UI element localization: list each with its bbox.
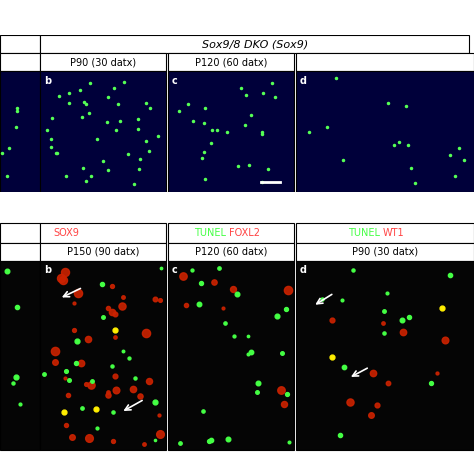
Bar xyxy=(0,35,40,53)
Text: b: b xyxy=(44,76,51,86)
Text: SOX9: SOX9 xyxy=(54,228,80,238)
Text: EL: EL xyxy=(45,228,60,238)
Bar xyxy=(0,0,474,35)
Bar xyxy=(40,71,166,192)
Bar xyxy=(168,243,294,261)
Bar xyxy=(0,223,40,243)
Text: P90 (30 datx): P90 (30 datx) xyxy=(70,57,136,67)
Text: c: c xyxy=(172,76,178,86)
Bar xyxy=(168,261,294,450)
Bar xyxy=(296,261,474,450)
Text: TUNEL: TUNEL xyxy=(193,228,228,238)
Bar xyxy=(0,243,40,261)
Bar xyxy=(168,223,294,243)
Text: TUNEL: TUNEL xyxy=(347,228,383,238)
Bar xyxy=(296,53,474,71)
Text: d: d xyxy=(300,76,307,86)
Bar xyxy=(40,223,166,243)
Text: d: d xyxy=(300,265,307,275)
Bar xyxy=(40,261,166,450)
Text: c: c xyxy=(172,265,178,275)
Bar xyxy=(296,71,474,192)
Text: WT1: WT1 xyxy=(383,228,404,238)
Bar xyxy=(0,53,40,71)
Text: b: b xyxy=(44,265,51,275)
Text: FOXL2: FOXL2 xyxy=(228,228,260,238)
Text: Sox9/8 DKO (Sox9): Sox9/8 DKO (Sox9) xyxy=(201,39,308,49)
Bar xyxy=(40,243,166,261)
Text: P120 (60 datx): P120 (60 datx) xyxy=(195,246,267,257)
Bar xyxy=(296,243,474,261)
Bar xyxy=(0,71,40,192)
Bar xyxy=(168,71,294,192)
Bar xyxy=(40,53,166,71)
Bar xyxy=(296,223,474,243)
Bar xyxy=(40,35,469,53)
Text: P120 (60 datx): P120 (60 datx) xyxy=(195,57,267,67)
Text: P90 (30 datx): P90 (30 datx) xyxy=(352,246,418,257)
Bar xyxy=(0,261,40,450)
Bar xyxy=(168,53,294,71)
Text: P150 (90 datx): P150 (90 datx) xyxy=(67,246,139,257)
Bar xyxy=(0,192,474,218)
